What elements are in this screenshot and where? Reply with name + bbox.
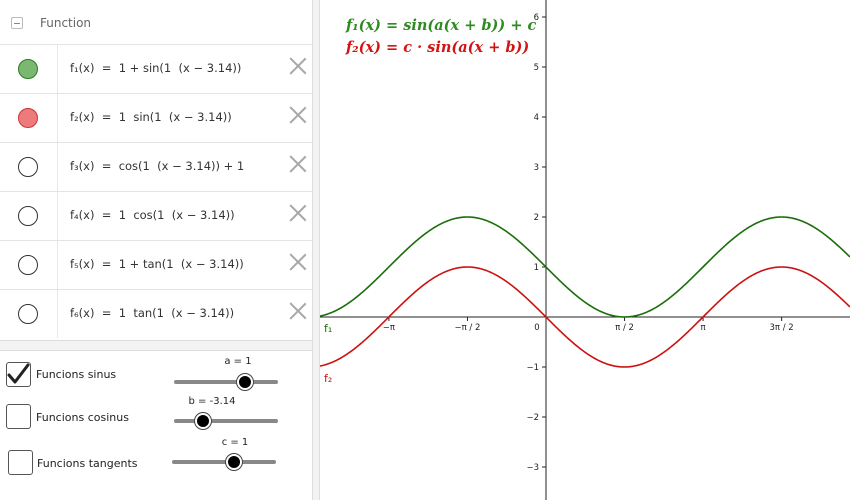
- f1-curve[interactable]: [320, 216, 850, 318]
- slider-c-handle[interactable]: [226, 454, 243, 470]
- y-tick-label: −2: [526, 413, 539, 423]
- delete-icon[interactable]: [289, 57, 307, 75]
- legend-f1: f₁(x) = sin(a(x + b)) + c: [345, 17, 537, 34]
- delete-icon[interactable]: [289, 155, 307, 173]
- function-expression[interactable]: f₃(x) = cos(1 (x − 3.14)) + 1: [70, 159, 245, 173]
- legend-f2: f₂(x) = c · sin(a(x + b)): [345, 39, 529, 56]
- delete-icon[interactable]: [289, 302, 307, 320]
- slider-a-track[interactable]: [174, 380, 278, 384]
- slider-c-track[interactable]: [172, 460, 276, 464]
- visibility-toggle-icon[interactable]: [18, 206, 38, 226]
- slider-c-label: c = 1: [221, 437, 249, 448]
- function-expression[interactable]: f₂(x) = 1 sin(1 (x − 3.14)): [70, 110, 232, 124]
- panel-splitter-vertical[interactable]: [312, 0, 320, 500]
- x-tick-label: −π / 2: [454, 323, 480, 333]
- sines-checkbox-label[interactable]: Funcions sinus: [36, 368, 117, 381]
- visibility-cell: [0, 241, 58, 289]
- y-tick-label: 5: [534, 63, 539, 73]
- slider-a-label: a = 1: [224, 356, 252, 367]
- y-tick-label: 1: [534, 263, 539, 273]
- y-tick-label: 6: [534, 13, 539, 23]
- slider-b-handle[interactable]: [195, 413, 212, 429]
- algebra-row-f6[interactable]: f₆(x) = 1 tan(1 (x − 3.14)): [0, 289, 312, 338]
- f1-curve-label: f₁: [324, 322, 332, 335]
- x-tick-label: π: [701, 323, 706, 333]
- visibility-toggle-icon[interactable]: [18, 304, 38, 324]
- slider-b-track[interactable]: [174, 419, 278, 423]
- visibility-cell: [0, 290, 58, 338]
- delete-icon[interactable]: [289, 253, 307, 271]
- collapse-icon[interactable]: [11, 17, 23, 29]
- x-tick-label: 0: [534, 323, 539, 333]
- algebra-row-f3[interactable]: f₃(x) = cos(1 (x − 3.14)) + 1: [0, 142, 312, 191]
- x-tick-label: −π: [383, 323, 395, 333]
- delete-icon[interactable]: [289, 106, 307, 124]
- visibility-toggle-icon[interactable]: [18, 255, 38, 275]
- f2-curve[interactable]: [320, 266, 850, 368]
- algebra-row-f5[interactable]: f₅(x) = 1 + tan(1 (x − 3.14)): [0, 240, 312, 289]
- cosines-checkbox[interactable]: [6, 404, 31, 429]
- delete-icon[interactable]: [289, 204, 307, 222]
- algebra-row-f2[interactable]: f₂(x) = 1 sin(1 (x − 3.14)): [0, 93, 312, 142]
- visibility-cell: [0, 143, 58, 191]
- function-expression[interactable]: f₆(x) = 1 tan(1 (x − 3.14)): [70, 306, 235, 320]
- algebra-row-f1[interactable]: f₁(x) = 1 + sin(1 (x − 3.14)): [0, 44, 312, 93]
- tangents-checkbox-label[interactable]: Funcions tangents: [37, 457, 138, 470]
- algebra-header: Function: [0, 0, 312, 44]
- x-tick-label: π / 2: [615, 323, 634, 333]
- y-tick-label: 4: [534, 113, 539, 123]
- algebra-view: Function f₁(x) = 1 + sin(1 (x − 3.14)) f₂…: [0, 0, 312, 340]
- algebra-title: Function: [40, 16, 92, 30]
- visibility-cell: [0, 94, 58, 142]
- y-tick-label: −1: [526, 363, 539, 373]
- tangents-checkbox[interactable]: [8, 450, 33, 475]
- y-tick-label: 3: [534, 163, 539, 173]
- graphics-view[interactable]: −π −π / 2 0 π / 2 π 3π / 2 6 5 4 3 2 1 −1 −2 −3 f₁ f₂ f₁(…: [320, 0, 850, 500]
- visibility-toggle-icon[interactable]: [18, 108, 38, 128]
- function-expression[interactable]: f₁(x) = 1 + sin(1 (x − 3.14)): [70, 61, 242, 75]
- slider-b-label: b = -3.14: [188, 396, 236, 407]
- f2-curve-label: f₂: [324, 372, 332, 385]
- visibility-cell: [0, 45, 58, 93]
- checkmark-icon: [7, 363, 30, 384]
- function-expression[interactable]: f₅(x) = 1 + tan(1 (x − 3.14)): [70, 257, 244, 271]
- y-tick-label: 2: [534, 213, 539, 223]
- y-tick-label: −3: [526, 463, 539, 473]
- visibility-toggle-icon[interactable]: [18, 157, 38, 177]
- x-tick-label: 3π / 2: [770, 323, 794, 333]
- sines-checkbox[interactable]: [6, 362, 31, 387]
- slider-a-handle[interactable]: [236, 374, 253, 390]
- function-expression[interactable]: f₄(x) = 1 cos(1 (x − 3.14)): [70, 208, 235, 222]
- algebra-row-f4[interactable]: f₄(x) = 1 cos(1 (x − 3.14)): [0, 191, 312, 240]
- visibility-cell: [0, 192, 58, 240]
- panel-splitter-horizontal[interactable]: [0, 340, 312, 351]
- cosines-checkbox-label[interactable]: Funcions cosinus: [36, 411, 129, 424]
- visibility-toggle-icon[interactable]: [18, 59, 38, 79]
